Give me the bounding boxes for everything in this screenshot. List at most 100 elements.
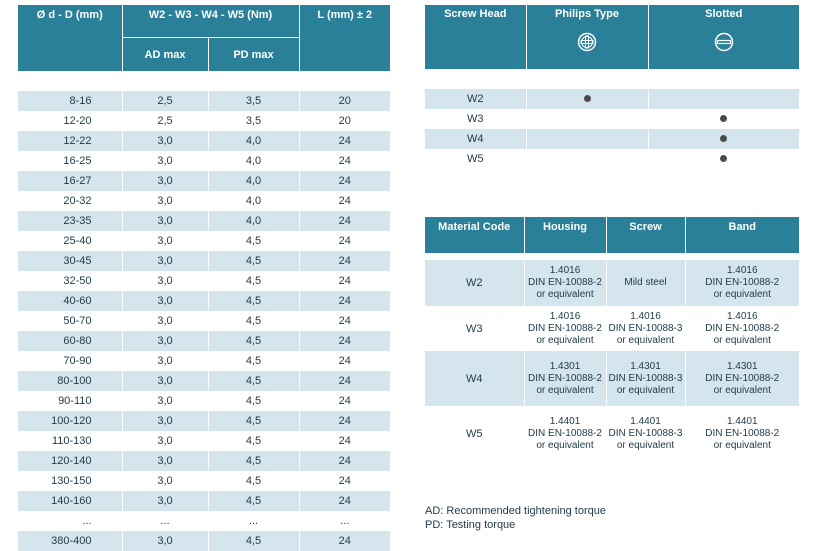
size-cell: 23-35 (18, 211, 122, 231)
material-code-cell: W3 (425, 306, 524, 351)
length-cell: 24 (298, 491, 390, 511)
table-row: 16-27 3,0 4,0 24 (18, 171, 390, 191)
table-row: 8-16 2,5 3,5 20 (18, 91, 390, 111)
size-cell: ... (18, 511, 122, 531)
band-cell: 1.4016 DIN EN-10088-2 or equivalent (684, 306, 799, 351)
pd-cell: 4,0 (207, 171, 299, 191)
pd-cell: 4,5 (207, 271, 299, 291)
pd-cell: 4,5 (207, 451, 299, 471)
size-cell: 100-120 (18, 411, 122, 431)
housing-line: DIN EN-10088-2 (528, 322, 602, 334)
size-cell: 120-140 (18, 451, 122, 471)
pd-cell: 4,5 (207, 251, 299, 271)
size-cell: 25-40 (18, 231, 122, 251)
slotted-cell (647, 129, 799, 149)
screw-line: 1.4016 (630, 310, 661, 322)
housing-line: 1.4401 (549, 415, 581, 427)
pd-cell: 4,0 (207, 191, 299, 211)
length-cell: 24 (298, 531, 390, 551)
length-cell: ... (298, 511, 390, 531)
screw-head-code-cell: W4 (425, 129, 526, 149)
torque-table: Ø d - D (mm) W2 - W3 - W4 - W5 (Nm) L (m… (18, 5, 390, 551)
screw-line: Mild steel (624, 277, 667, 288)
material-code-cell: W2 (425, 260, 524, 306)
pd-cell: 4,5 (207, 311, 299, 331)
screw-head-code-cell: W2 (425, 89, 526, 109)
length-cell: 24 (298, 391, 390, 411)
band-line: DIN EN-10088-2 (705, 372, 780, 384)
length-cell: 24 (298, 311, 390, 331)
note-pd: PD: Testing torque (425, 519, 516, 531)
band-line: 1.4401 (726, 415, 758, 427)
ad-cell: 3,0 (121, 411, 208, 431)
screw-line: DIN EN-10088-3 (608, 427, 683, 439)
screw-head-table: Screw Head Philips Type Slotted (425, 5, 799, 169)
ad-cell: 3,0 (121, 451, 208, 471)
ad-cell: 3,0 (121, 491, 208, 511)
pd-cell: 4,0 (207, 151, 299, 171)
table-row: 60-80 3,0 4,5 24 (18, 331, 390, 351)
band-line: or equivalent (713, 334, 771, 346)
screw-cell: 1.4401 DIN EN-10088-3 or equivalent (605, 406, 685, 461)
screw-head-code-cell: W5 (425, 149, 526, 169)
table-row: W3 (425, 109, 799, 129)
length-cell: 24 (298, 231, 390, 251)
screw-cell: 1.4301 DIN EN-10088-3 or equivalent (605, 351, 685, 406)
table-row: 140-160 3,0 4,5 24 (18, 491, 390, 511)
slotted-cell (647, 149, 799, 169)
band-line: or equivalent (713, 384, 771, 396)
philips-screw-icon (527, 32, 648, 52)
length-cell: 24 (298, 131, 390, 151)
length-cell: 24 (298, 351, 390, 371)
material-table: Material Code Housing Screw Band W2 1.401… (425, 217, 799, 461)
length-cell: 24 (298, 251, 390, 271)
band-line: DIN EN-10088-2 (705, 277, 780, 288)
table-row: 80-100 3,0 4,5 24 (18, 371, 390, 391)
pd-cell: 4,5 (207, 291, 299, 311)
size-cell: 50-70 (18, 311, 122, 331)
screw-line: 1.4401 (630, 415, 661, 427)
housing-line: 1.4016 (549, 265, 581, 276)
pd-cell: 4,5 (207, 391, 299, 411)
housing-line: 1.4016 (549, 310, 581, 322)
ad-cell: 2,5 (121, 91, 208, 111)
screw-cell: 1.4016 DIN EN-10088-3 or equivalent (605, 306, 685, 351)
col-screw-head-header: Screw Head (444, 8, 507, 20)
band-line: 1.4301 (726, 360, 758, 372)
ad-cell: 3,0 (121, 431, 208, 451)
pd-cell: 4,5 (207, 431, 299, 451)
table-row: 110-130 3,0 4,5 24 (18, 431, 390, 451)
length-cell: 24 (298, 331, 390, 351)
slotted-cell (647, 109, 799, 129)
table-row: W2 (425, 89, 799, 109)
slotted-screw-icon (649, 32, 800, 52)
col-band-header: Band (684, 217, 799, 253)
band-cell: 1.4016 DIN EN-10088-2 or equivalent (684, 260, 799, 306)
size-cell: 130-150 (18, 471, 122, 491)
table-row: 70-90 3,0 4,5 24 (18, 351, 390, 371)
screw-cell: Mild steel (605, 260, 685, 306)
table-row: 20-32 3,0 4,0 24 (18, 191, 390, 211)
ad-cell: 3,0 (121, 471, 208, 491)
size-cell: 12-22 (18, 131, 122, 151)
table-row: 25-40 3,0 4,5 24 (18, 231, 390, 251)
length-cell: 24 (298, 291, 390, 311)
length-cell: 24 (298, 171, 390, 191)
screw-line: 1.4301 (630, 360, 661, 372)
pd-cell: 3,5 (207, 91, 299, 111)
pd-cell: 4,5 (207, 371, 299, 391)
ad-cell: 3,0 (121, 171, 208, 191)
band-line: or equivalent (713, 439, 771, 451)
pd-cell: 4,5 (207, 231, 299, 251)
table-row: W3 1.4016 DIN EN-10088-2 or equivalent 1.401… (425, 306, 799, 351)
col-philips-header: Philips Type (555, 8, 619, 20)
table-row: 32-50 3,0 4,5 24 (18, 271, 390, 291)
table-row: 40-60 3,0 4,5 24 (18, 291, 390, 311)
housing-line: DIN EN-10088-2 (528, 427, 602, 439)
table-row: 100-120 3,0 4,5 24 (18, 411, 390, 431)
col-pd-max-header: PD max (207, 37, 299, 71)
note-ad: AD: Recommended tightening torque (425, 505, 606, 517)
size-cell: 80-100 (18, 371, 122, 391)
housing-line: DIN EN-10088-2 (528, 372, 602, 384)
band-line: 1.4016 (726, 310, 758, 322)
